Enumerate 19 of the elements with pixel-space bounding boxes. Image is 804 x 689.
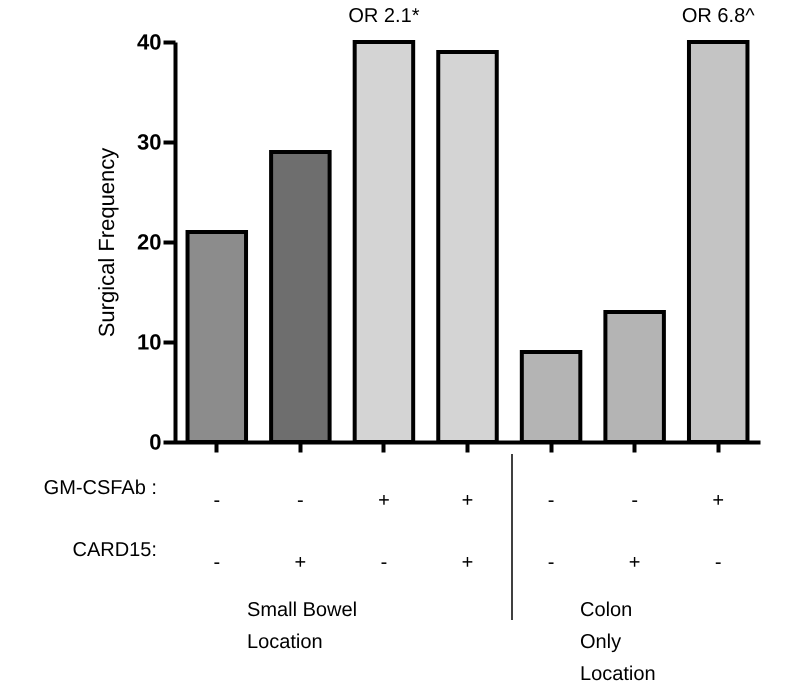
y-tick-label: 0 bbox=[149, 430, 162, 454]
text: Small Bowel Location bbox=[247, 599, 358, 653]
text: CARD15: bbox=[72, 539, 157, 561]
category-label: - - bbox=[548, 490, 554, 574]
data-label: OR 6.8^ bbox=[682, 5, 756, 27]
y-tick-label: 20 bbox=[137, 230, 162, 254]
y-tick-label: 10 bbox=[137, 330, 162, 354]
y-axis-title: Surgical Frequency bbox=[94, 148, 120, 338]
category-label: - + bbox=[294, 490, 306, 574]
category-label: - + bbox=[628, 490, 640, 574]
y-tick-label: 30 bbox=[137, 130, 162, 154]
category-label: + + bbox=[462, 490, 474, 574]
text: GM-CSFAb : bbox=[44, 477, 157, 499]
y-tick-label: 40 bbox=[137, 30, 162, 54]
text: Colon Only Location bbox=[580, 599, 656, 685]
category-label: - - bbox=[213, 490, 220, 574]
category-label: + - bbox=[378, 490, 390, 574]
category-label: + - bbox=[712, 490, 724, 574]
data-label: OR 2.1* bbox=[348, 5, 420, 27]
